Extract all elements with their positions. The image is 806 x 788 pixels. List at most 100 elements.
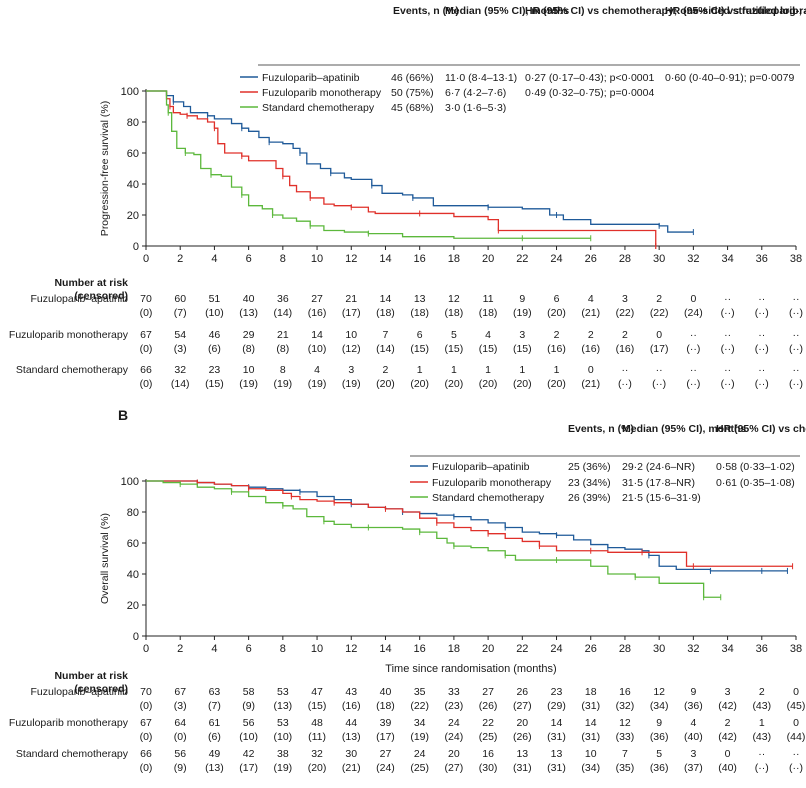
panel-b-risk-censored: (44) [787,731,806,743]
panel-a-risk-header: Number at risk [54,277,128,289]
panel-a-risk-count: ·· [793,329,800,341]
panel-a-events-value: 46 (66%) [391,72,434,84]
panel-a-risk-count: 21 [277,329,289,341]
panel-a-risk-count: ·· [656,364,663,376]
panel-a-risk-count: 29 [243,329,255,341]
panel-b-risk-count: 16 [619,686,631,698]
panel-b-risk-censored: (40) [684,731,703,743]
panel-a-risk-censored: (14) [273,307,292,319]
panel-a-y-tick-label: 20 [127,210,139,222]
panel-a-x-tick-label: 12 [345,253,357,265]
panel-a-risk-censored: (··) [721,378,735,390]
panel-b-risk-count: 24 [414,748,426,760]
panel-b-risk-count: 53 [277,686,289,698]
panel-b-risk-censored: (26) [513,731,532,743]
panel-a-risk-censored: (17) [342,307,361,319]
panel-a-risk-censored: (18) [479,307,498,319]
panel-b-risk-censored: (18) [376,700,395,712]
panel-b-risk-censored: (31) [547,731,566,743]
panel-b-x-tick-label: 22 [516,643,528,655]
panel-a-risk-count: 70 [140,293,152,305]
panel-a-risk-censored: (0) [140,307,153,319]
panel-b-plot: 0 2 4 6 8 10 12 14 16 18 20 22 24 26 28 30 32 34 36 3802040… [99,461,802,675]
panel-b-risk-count: 66 [140,748,152,760]
panel-a-series-fuzuloparib_apatinib-curve [146,90,694,233]
panel-a-risk-row-label: Fuzuloparib monotherapy [9,329,129,341]
panel-b-risk-count: 13 [516,748,528,760]
panel-b-y-tick-label: 40 [127,569,139,581]
panel-b-risk-count: 5 [656,748,662,760]
panel-b-risk-count: 58 [243,686,255,698]
panel-a-x-tick-label: 14 [379,253,391,265]
panel-b-risk-censored: (11) [308,731,326,743]
panel-b-risk-count: 23 [551,686,563,698]
panel-a-risk-count: 1 [554,364,560,376]
panel-a-risk-censored: (··) [789,343,803,355]
panel-b-x-tick-label: 12 [345,643,357,655]
panel-a-risk-count: ·· [758,364,765,376]
panel-b-risk-subheader: (censored) [74,683,128,695]
panel-b-risk-count: 20 [516,717,528,729]
panel-a: Events, n (%) Median (95% CI), months HR… [9,5,806,390]
panel-a-risk-censored: (14) [376,343,395,355]
panel-a-risk-count: 2 [588,329,594,341]
panel-b-risk-censored: (36) [684,700,703,712]
panel-b-risk-censored: (10) [273,731,292,743]
panel-b-risk-censored: (··) [789,762,803,774]
panel-a-risk-censored: (8) [242,343,255,355]
panel-a-risk-censored: (12) [342,343,361,355]
panel-a-risk-censored: (15) [513,343,532,355]
panel-b: B Events, n (%) Median (95% CI), months … [9,407,806,774]
panel-a-risk-count: 2 [383,364,389,376]
panel-b-risk-censored: (··) [755,762,769,774]
panel-a-x-tick-label: 22 [516,253,528,265]
panel-b-risk-censored: (31) [581,731,600,743]
panel-a-x-tick-label: 8 [280,253,286,265]
panel-b-risk-censored: (34) [581,762,600,774]
panel-a-risk-count: 6 [417,329,423,341]
panel-a-header-hr-chemo: HR (95% CI) vs chemotherapy; one-sided s… [525,5,806,17]
panel-a-risk-censored: (19) [273,378,292,390]
panel-a-risk-row-label: Fuzuloparib–apatinib [31,293,129,305]
panel-b-risk-censored: (20) [308,762,327,774]
panel-a-risk-count: ·· [793,364,800,376]
panel-a-risk-count: 3 [622,293,628,305]
panel-a-risk-censored: (22) [650,307,669,319]
panel-b-risk-count: 1 [759,717,765,729]
panel-a-risk-censored: (··) [755,378,769,390]
panel-b-risk-censored: (40) [718,762,737,774]
panel-a-risk-row-label: Standard chemotherapy [16,364,129,376]
panel-b-header-events: Events, n (%) [568,423,634,435]
panel-a-risk-count: 21 [345,293,357,305]
panel-a-y-tick-label: 100 [121,86,139,98]
panel-a-risk-count: 11 [483,293,494,305]
panel-b-risk-count: 12 [619,717,631,729]
panel-a-risk-count: 2 [622,329,628,341]
panel-b-y-tick-label: 80 [127,507,139,519]
panel-a-header-hr-fuz: HR (95% CI) vs fuzuloparib; one-sided st… [665,5,806,17]
panel-a-risk-censored: (15) [479,343,498,355]
panel-a-risk-censored: (18) [410,307,429,319]
panel-b-events-value: 26 (39%) [568,492,611,504]
panel-a-legend-label: Standard chemotherapy [262,102,375,114]
panel-b-risk-row-label: Fuzuloparib–apatinib [31,686,129,698]
panel-a-risk-censored: (7) [174,307,187,319]
panel-b-risk-censored: (17) [376,731,395,743]
panel-b-risk-count: 38 [277,748,289,760]
panel-a-risk-count: 10 [345,329,357,341]
panel-a-hr-chemo-value: 0·49 (0·32–0·75); p=0·0004 [525,87,654,99]
panel-b-risk-count: 0 [725,748,731,760]
panel-a-risk-count: 13 [414,293,426,305]
panel-a-risk-censored: (16) [547,343,566,355]
panel-b-risk-censored: (27) [513,700,532,712]
panel-b-risk-count: 22 [482,717,494,729]
panel-a-y-tick-label: 40 [127,179,139,191]
panel-b-risk-count: 49 [209,748,221,760]
panel-b-hr-chemo-value: 0·61 (0·35–1·08) [716,477,795,489]
panel-a-risk-censored: (18) [445,307,464,319]
panel-a-risk-count: 0 [588,364,594,376]
panel-a-risk-count: 5 [451,329,457,341]
panel-b-risk-count: 63 [209,686,221,698]
panel-b-risk-table: Number at risk(censored)Fuzuloparib–apat… [9,670,805,774]
panel-b-risk-count: 9 [690,686,696,698]
